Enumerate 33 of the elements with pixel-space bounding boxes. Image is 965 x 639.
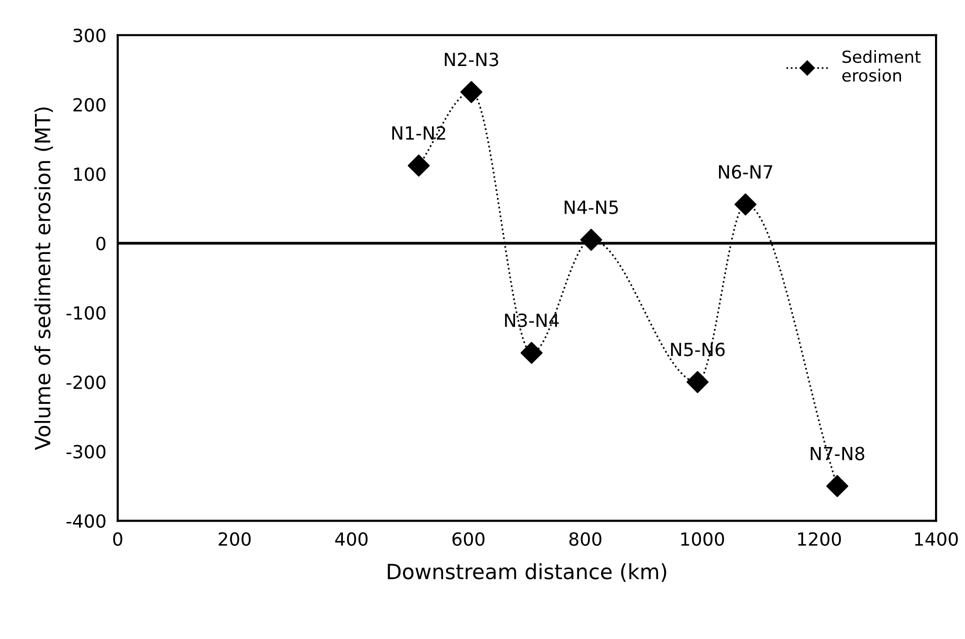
- point: [734, 193, 756, 216]
- y-tick-label: 0: [96, 236, 106, 250]
- legend-label: Sediment erosion: [842, 50, 921, 82]
- y-tick-label: -400: [66, 514, 106, 528]
- x-tick-label: 600: [452, 532, 484, 546]
- x-tick-label: 400: [335, 532, 368, 546]
- x-tick-label: 800: [569, 532, 602, 546]
- annotation: N5-N6: [671, 342, 725, 356]
- point: [580, 228, 602, 251]
- annotation: N7-N8: [810, 446, 864, 460]
- y-tick-label: 200: [73, 98, 106, 112]
- annotation: N6-N7: [719, 165, 772, 179]
- y-axis-title: Volume of sediment erosion (MT): [34, 108, 53, 450]
- y-tick-label: -200: [66, 375, 106, 390]
- x-tick-label: 200: [218, 532, 251, 546]
- point: [408, 154, 430, 177]
- annotation: N4-N5: [564, 200, 618, 214]
- x-tick-label: 0: [113, 532, 122, 546]
- x-tick-label: 1000: [681, 532, 724, 546]
- y-tick-label: -100: [66, 306, 106, 320]
- annotation: N2-N3: [444, 52, 498, 66]
- point: [686, 371, 709, 394]
- point: [520, 342, 543, 364]
- y-tick-label: 300: [74, 28, 106, 42]
- x-axis-title: Downstream distance (km): [388, 563, 666, 582]
- x-tick-label: 1400: [915, 532, 958, 546]
- y-tick-label: 100: [74, 167, 106, 182]
- annotation: N1-N2: [392, 126, 446, 140]
- point: [460, 81, 482, 104]
- annotation: N3-N4: [505, 314, 559, 328]
- y-tick-label: -300: [66, 444, 106, 459]
- x-tick-label: 1200: [798, 532, 841, 546]
- point: [826, 475, 848, 498]
